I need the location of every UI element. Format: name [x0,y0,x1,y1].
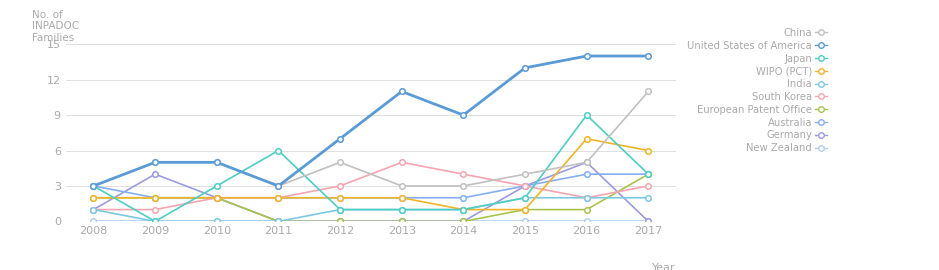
Legend: China, United States of America, Japan, WIPO (PCT), India, South Korea, European: China, United States of America, Japan, … [687,28,827,153]
Text: Year: Year [653,263,676,270]
Text: No. of
INPADOC
Families: No. of INPADOC Families [32,10,79,43]
